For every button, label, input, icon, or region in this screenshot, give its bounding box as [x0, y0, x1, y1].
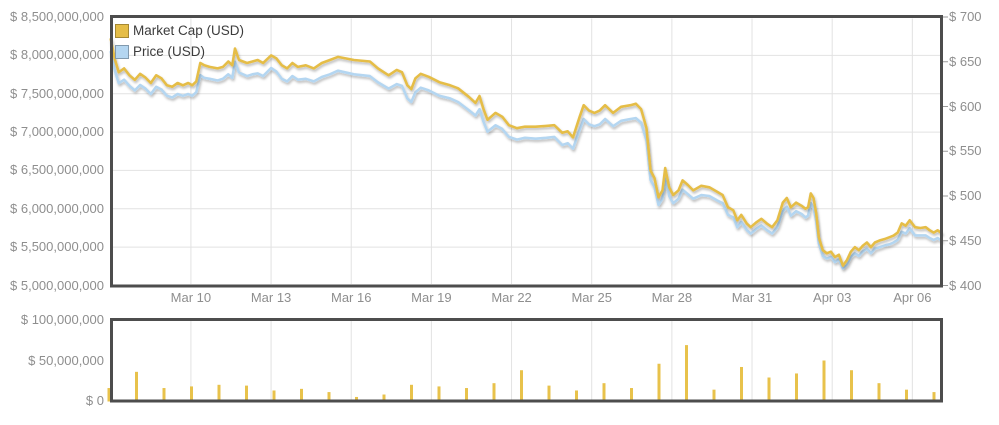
- volume-bar: [657, 363, 661, 402]
- volume-plot-border: [110, 318, 943, 403]
- volume-bar: [300, 388, 303, 402]
- legend: Market Cap (USD) Price (USD): [115, 23, 244, 59]
- legend-label-market-cap: Market Cap (USD): [133, 23, 245, 38]
- volume-bar: [382, 394, 386, 402]
- volume-bar: [465, 388, 468, 402]
- volume-bar: [685, 345, 688, 402]
- volume-bar: [272, 390, 276, 402]
- market-cap-line: [109, 37, 944, 267]
- legend-label-price: Price (USD): [133, 44, 206, 59]
- volume-bar: [740, 366, 743, 402]
- main-plot-border: [110, 15, 943, 288]
- volume-bar: [602, 383, 606, 402]
- volume-bar: [575, 390, 578, 402]
- volume-bar: [135, 371, 138, 402]
- legend-item-price[interactable]: Price (USD): [115, 44, 244, 59]
- volume-bar: [822, 360, 826, 402]
- volume-bar: [712, 389, 716, 402]
- volume-bar: [547, 385, 551, 402]
- volume-bar: [190, 386, 193, 402]
- volume-bar: [850, 370, 853, 402]
- volume-bar: [905, 389, 908, 402]
- volume-bar: [877, 383, 881, 402]
- market-cap-swatch-icon: [115, 23, 129, 38]
- volume-bar: [795, 373, 798, 402]
- volume-bar: [630, 388, 633, 402]
- volume-bar: [327, 392, 331, 402]
- volume-bar: [410, 384, 413, 402]
- volume-bar: [217, 384, 221, 402]
- volume-bar: [355, 396, 358, 402]
- volume-bar: [520, 370, 523, 402]
- legend-item-market-cap[interactable]: Market Cap (USD): [115, 23, 244, 38]
- volume-bar: [437, 386, 441, 402]
- volume-bar: [492, 383, 496, 402]
- volume-bar: [245, 385, 248, 402]
- price-line: [109, 50, 944, 270]
- volume-bar: [107, 388, 111, 402]
- volume-bar: [162, 388, 166, 402]
- volume-bar: [932, 392, 936, 402]
- volume-bar: [767, 377, 771, 402]
- price-swatch-icon: [115, 44, 129, 59]
